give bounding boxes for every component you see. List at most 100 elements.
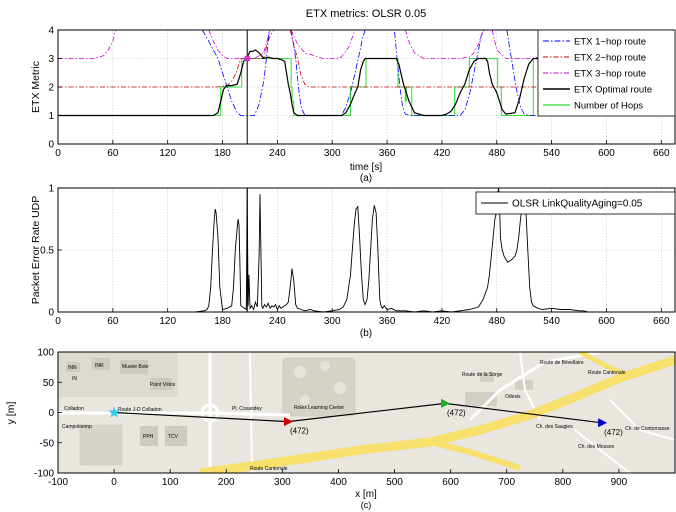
map-roundabout <box>200 403 220 423</box>
node-label: (472) <box>290 427 309 436</box>
map-labels: Route J-D Colladon Colladon Pl. Cosandey… <box>62 360 670 472</box>
panel-a-y-tick-label: 4 <box>48 26 54 37</box>
map-label: PPH <box>143 434 154 440</box>
map-building <box>92 358 110 370</box>
map-label: Rolex Learning Center <box>294 405 344 411</box>
map-courtyard <box>294 366 306 378</box>
panel-a-x-label: time [s] <box>350 162 382 173</box>
panel-a-x-tick-label: 600 <box>598 148 615 159</box>
map-building <box>66 362 80 372</box>
map-label: Route J-D Colladon <box>118 407 162 413</box>
panel-c-x-label: x [m] <box>355 489 377 500</box>
panel-b-x-tick-label: 660 <box>653 316 670 327</box>
panel-c-x-tick-label: 700 <box>498 477 515 488</box>
panel-a-ticks: 0 60 120 180 240 300 360 420 480 540 600 660 0 1 2 3 4 <box>48 26 670 160</box>
panel-a-x-tick-label: 180 <box>214 148 231 159</box>
panel-c-x-tick-label: 600 <box>442 477 459 488</box>
map-building <box>150 378 172 390</box>
panel-b-packet-error-chart: 0 60 120 180 240 300 360 420 480 540 600 660 0 0.5 1 P… <box>30 184 676 339</box>
panel-a-x-tick-label: 420 <box>434 148 451 159</box>
panel-a-x-tick-label: 660 <box>653 148 670 159</box>
panel-c-x-tick-label: 300 <box>274 477 291 488</box>
panel-b-y-label: Packet Error Rate UDP <box>30 196 42 305</box>
panel-b-x-tick-label: 180 <box>214 316 231 327</box>
panel-b-x-tick-label: 120 <box>159 316 176 327</box>
panel-c-x-tick-label: 0 <box>111 477 117 488</box>
legend-label: OLSR LinkQualityAging=0.05 <box>512 199 643 210</box>
panel-c-ticks: -100 0 100 200 300 400 500 600 700 800 900 -100 -50 0… <box>34 348 628 489</box>
panel-a-x-tick-label: 480 <box>488 148 505 159</box>
map-parking <box>79 424 123 466</box>
map-courtyard <box>334 382 346 394</box>
map-street <box>574 429 631 473</box>
panel-a-caption: (a) <box>360 173 372 184</box>
node-label: (472) <box>447 408 466 417</box>
map-label: Point Vélos <box>150 382 176 388</box>
map-building <box>140 426 158 446</box>
map-label: TCV <box>168 434 179 440</box>
map-label: Route Cantonale <box>250 466 288 472</box>
map-courtyard <box>320 361 330 371</box>
panel-c-y-tick-label: -50 <box>40 438 55 449</box>
map-label: Colladon <box>64 406 84 412</box>
map-label: INR <box>95 363 104 369</box>
panel-a-y-tick-label: 0 <box>48 140 54 151</box>
panel-a-x-tick-label: 300 <box>324 148 341 159</box>
panel-b-x-tick-label: 480 <box>488 316 505 327</box>
panel-a-y-tick-label: 2 <box>48 83 54 94</box>
panel-a-x-tick-label: 240 <box>269 148 286 159</box>
map-courtyard <box>300 395 310 405</box>
map-building <box>120 360 148 374</box>
panel-a-y-label: ETX Metric <box>30 61 42 113</box>
map-building-block <box>58 352 178 397</box>
series-line-etx-optimal-route <box>58 49 675 117</box>
panel-b-y-tick-label: 0 <box>48 308 54 319</box>
panel-b-x-tick-label: 540 <box>543 316 560 327</box>
panel-c-x-tick-label: -100 <box>48 477 68 488</box>
panel-b-x-tick-label: 240 <box>269 316 286 327</box>
map-background: Route J-D Colladon Colladon Pl. Cosandey… <box>58 352 675 473</box>
panel-a-legend: ETX 1−hop route ETX 2−hop route ETX 3−hop … <box>537 29 676 117</box>
start-node-marker <box>108 406 120 418</box>
panel-b-y-tick-label: 0.5 <box>40 246 54 257</box>
map-label: Route de Bévellaire <box>540 360 584 366</box>
map-building <box>165 426 187 446</box>
node-marker <box>441 398 451 408</box>
panel-c-x-tick-label: 100 <box>162 477 179 488</box>
panel-a-etx-chart: 0 60 120 180 240 300 360 420 480 540 600 660 0 1 2 3 4 E… <box>30 26 676 184</box>
map-label: Route de la Sorge <box>462 372 503 378</box>
map-building <box>480 372 494 382</box>
panel-b-x-tick-label: 360 <box>379 316 396 327</box>
panel-c-y-label: y [m] <box>5 402 17 425</box>
panel-c-x-tick-label: 800 <box>554 477 571 488</box>
legend-label: ETX Optimal route <box>574 85 652 96</box>
panel-b-legend: OLSR LinkQualityAging=0.05 <box>475 191 676 215</box>
panel-c-y-tick-label: 0 <box>48 408 54 419</box>
figure-title: ETX metrics: OLSR 0.05 <box>306 8 426 20</box>
map-main-road <box>578 352 631 379</box>
panel-b-caption: (b) <box>360 328 372 339</box>
panel-a-y-tick-label: 1 <box>48 111 54 122</box>
panel-a-x-tick-label: 120 <box>159 148 176 159</box>
panel-a-x-tick-label: 60 <box>107 148 119 159</box>
map-label: Odesis <box>505 394 521 400</box>
map-label: IN <box>72 376 77 382</box>
panel-b-x-tick-label: 420 <box>434 316 451 327</box>
route-line <box>114 402 603 424</box>
legend-label: ETX 3−hop route <box>574 69 646 80</box>
map-street <box>249 352 253 473</box>
panel-c-y-tick-label: 100 <box>37 348 54 359</box>
panel-c-x-tick-label: 500 <box>386 477 403 488</box>
map-label: Pl. Cosandey <box>232 406 262 412</box>
legend-label: Number of Hops <box>574 101 643 112</box>
map-label: Ch. des Saugies <box>536 424 573 430</box>
panel-c-x-tick-label: 900 <box>611 477 628 488</box>
panel-b-x-tick-label: 60 <box>107 316 119 327</box>
node-label: (472) <box>604 428 623 437</box>
panel-a-y-tick-label: 3 <box>48 54 54 65</box>
panel-b-y-tick-label: 1 <box>48 184 54 195</box>
map-street <box>609 399 675 441</box>
panel-a-series <box>58 30 675 144</box>
panel-c-caption: (c) <box>361 500 372 510</box>
